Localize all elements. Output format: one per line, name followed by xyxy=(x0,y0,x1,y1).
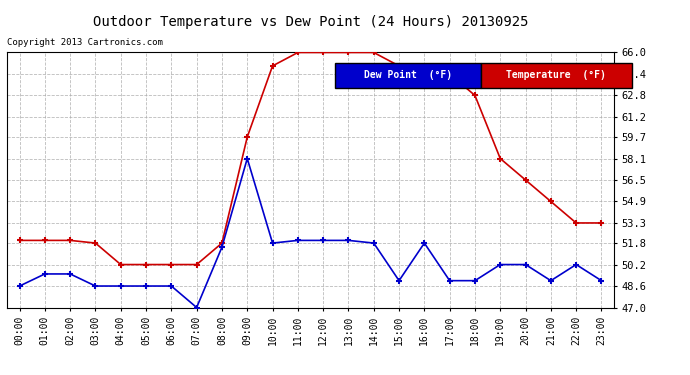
FancyBboxPatch shape xyxy=(480,63,632,88)
Text: Dew Point  (°F): Dew Point (°F) xyxy=(364,70,452,81)
Text: Temperature  (°F): Temperature (°F) xyxy=(506,70,607,81)
FancyBboxPatch shape xyxy=(335,63,480,88)
Text: Copyright 2013 Cartronics.com: Copyright 2013 Cartronics.com xyxy=(7,38,163,47)
Text: Outdoor Temperature vs Dew Point (24 Hours) 20130925: Outdoor Temperature vs Dew Point (24 Hou… xyxy=(92,15,529,29)
